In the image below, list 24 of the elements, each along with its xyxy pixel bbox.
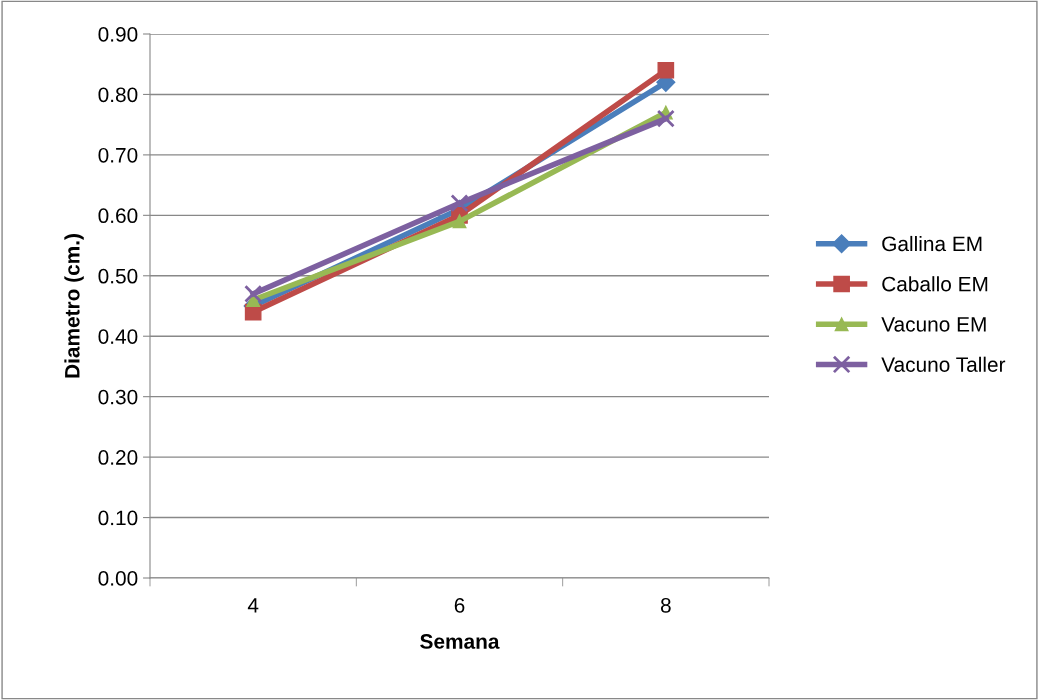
y-tick-label: 0.60 — [98, 208, 138, 224]
y-axis-title: Diametro (cm.) — [64, 234, 84, 378]
y-tick-label: 0.00 — [98, 571, 138, 586]
legend-label: Vacuno Taller — [881, 356, 1006, 372]
y-tick-label: 0.70 — [98, 147, 138, 163]
point — [657, 61, 675, 79]
x-tick-label: 8 — [660, 597, 671, 613]
x-tick-label: 6 — [454, 597, 465, 613]
legend-label: Vacuno EM — [881, 317, 986, 332]
x-tick-label: 4 — [247, 598, 259, 613]
y-tick-label: 0.20 — [98, 450, 138, 465]
y-tick-label: 0.10 — [98, 510, 138, 526]
y-tick-label: 0.90 — [98, 27, 138, 42]
point — [656, 109, 675, 128]
y-tick-label: 0.80 — [98, 87, 138, 103]
y-tick-label: 0.40 — [98, 329, 138, 344]
point — [452, 214, 467, 229]
legend-label: Caballo EM — [882, 276, 988, 292]
x-axis-title: Semana — [420, 634, 500, 649]
y-tick-label: 0.50 — [98, 268, 138, 284]
point — [450, 194, 469, 213]
point — [244, 284, 263, 303]
y-tick-label: 0.30 — [98, 389, 138, 405]
legend-label: Gallina EM — [882, 235, 982, 252]
